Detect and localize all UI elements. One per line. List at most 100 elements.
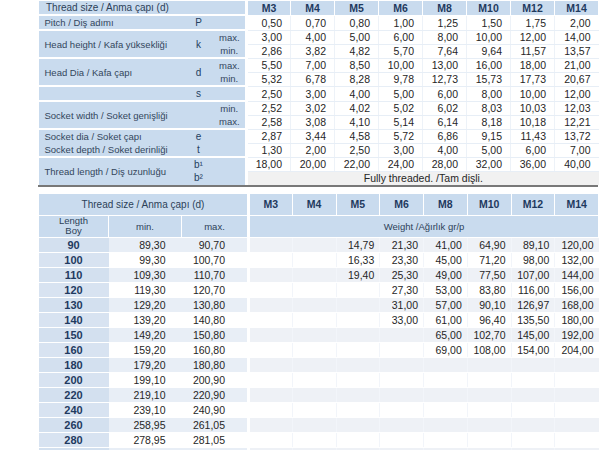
value-cell: 12,00 bbox=[555, 86, 599, 101]
value-cell: 21,00 bbox=[555, 58, 599, 72]
min-cell: 159,20 bbox=[109, 342, 182, 357]
value-cell: 2,00 bbox=[555, 15, 599, 30]
weight-cell-m8 bbox=[424, 417, 468, 432]
value-cell: 11,57 bbox=[511, 44, 555, 58]
weight-cell-m4 bbox=[292, 312, 336, 327]
socket-dia-symbol: e bbox=[184, 129, 214, 143]
weight-cell-m12: 145,00 bbox=[511, 327, 555, 342]
col-header-m3: M3 bbox=[247, 1, 291, 16]
min-sub-label: min. bbox=[214, 72, 247, 86]
weight-cell-m12: 154,00 bbox=[511, 342, 555, 357]
weight-cell-m10 bbox=[467, 417, 511, 432]
value-cell: 3,44 bbox=[291, 129, 335, 143]
value-cell: 12,00 bbox=[511, 30, 555, 44]
max-header: max. bbox=[182, 215, 249, 237]
across-flats-symbol: s bbox=[184, 86, 214, 101]
value-cell: 6,78 bbox=[291, 72, 335, 86]
weight-cell-m4 bbox=[292, 282, 336, 297]
spec-table-title: Thread size / Anma çapı (d) bbox=[39, 1, 247, 16]
weight-cell-m3 bbox=[249, 402, 293, 417]
value-cell: 10,00 bbox=[379, 58, 423, 72]
value-cell: 1,00 bbox=[379, 15, 423, 30]
weight-cell-m6: 31,00 bbox=[380, 297, 424, 312]
fully-threaded-note: Fully threaded. /Tam dişli. bbox=[247, 171, 599, 185]
weight-cell-m14 bbox=[555, 387, 599, 402]
length-cell: 140 bbox=[39, 312, 109, 327]
length-cell: 150 bbox=[39, 327, 109, 342]
col-header-m5: M5 bbox=[335, 1, 379, 16]
socket-depth-symbol: t bbox=[184, 143, 214, 157]
pitch-sub bbox=[214, 15, 247, 30]
weight-cell-m14: 120,00 bbox=[555, 237, 599, 252]
weight-cell-m4 bbox=[292, 372, 336, 387]
value-cell: 5,70 bbox=[379, 44, 423, 58]
min-cell: 109,30 bbox=[109, 267, 182, 282]
value-cell: 28,00 bbox=[423, 157, 467, 171]
weight-cell-m10: 108,00 bbox=[467, 342, 511, 357]
min-cell: 149,20 bbox=[109, 327, 182, 342]
weight-cell-m3 bbox=[249, 357, 293, 372]
weight-cell-m12 bbox=[511, 372, 555, 387]
min-cell: 119,30 bbox=[109, 282, 182, 297]
weight-cell-m5 bbox=[336, 402, 380, 417]
value-cell: 20,67 bbox=[555, 72, 599, 86]
weight-header: Weight /Ağırlık gr/p bbox=[249, 215, 599, 237]
length-cell: 120 bbox=[39, 282, 109, 297]
weight-cell-m5 bbox=[336, 282, 380, 297]
weight-cell-m4 bbox=[292, 267, 336, 282]
socket-depth-label: Socket depth / Soket derinliği bbox=[39, 143, 184, 157]
col-header-m4: M4 bbox=[292, 193, 336, 215]
spec-row-thread-length-b1: Thread length / Diş uzunluğu b¹ 18,0020,… bbox=[39, 157, 599, 171]
weight-cell-m14: 168,00 bbox=[555, 297, 599, 312]
weight-header-row-1: Thread size / Anma çapı (d) M3 M4 M5 M6 … bbox=[39, 193, 599, 215]
weight-cell-m5 bbox=[336, 342, 380, 357]
value-cell: 3,82 bbox=[291, 44, 335, 58]
value-cell: 5,32 bbox=[247, 72, 291, 86]
weight-cell-m12 bbox=[511, 402, 555, 417]
value-cell: 36,00 bbox=[511, 157, 555, 171]
value-cell: 20,00 bbox=[291, 157, 335, 171]
weight-cell-m8: 53,00 bbox=[424, 282, 468, 297]
weight-cell-m3 bbox=[249, 297, 293, 312]
weight-cell-m4 bbox=[292, 297, 336, 312]
weight-cell-m12: 135,50 bbox=[511, 312, 555, 327]
thread-length-label: Thread length / Diş uzunluğu bbox=[39, 157, 184, 185]
weight-cell-m3 bbox=[249, 432, 293, 447]
max-cell: 160,80 bbox=[182, 342, 249, 357]
value-cell: 2,00 bbox=[291, 143, 335, 157]
weight-cell-m5 bbox=[336, 312, 380, 327]
length-row: 150 149,20 150,80 65,00 102,70 145,00 19… bbox=[39, 327, 599, 342]
value-cell: 0,50 bbox=[247, 15, 291, 30]
col-header-m6: M6 bbox=[379, 1, 423, 16]
weight-cell-m3 bbox=[249, 342, 293, 357]
weight-cell-m10: 77,50 bbox=[467, 267, 511, 282]
socket-dia-label: Socket dia / Soket çapı bbox=[39, 129, 184, 143]
weight-cell-m6 bbox=[380, 372, 424, 387]
value-cell: 8,03 bbox=[467, 101, 511, 115]
value-cell: 16,00 bbox=[467, 58, 511, 72]
b2-sub bbox=[214, 171, 247, 185]
value-cell: 12,21 bbox=[555, 115, 599, 129]
length-row: 100 99,30 100,70 16,33 23,30 45,00 71,20… bbox=[39, 252, 599, 267]
value-cell: 6,86 bbox=[423, 129, 467, 143]
max-cell: 100,70 bbox=[182, 252, 249, 267]
value-cell: 40,00 bbox=[555, 157, 599, 171]
col-header-m5: M5 bbox=[336, 193, 380, 215]
weight-cell-m5 bbox=[336, 417, 380, 432]
head-height-symbol: k bbox=[184, 30, 214, 58]
weight-cell-m14 bbox=[555, 372, 599, 387]
value-cell: 3,08 bbox=[291, 115, 335, 129]
value-cell: 3,00 bbox=[247, 30, 291, 44]
value-cell: 5,50 bbox=[247, 58, 291, 72]
weight-cell-m12: 116,00 bbox=[511, 282, 555, 297]
length-row: 200 199,10 200,90 bbox=[39, 372, 599, 387]
weight-cell-m12 bbox=[511, 357, 555, 372]
col-header-m8: M8 bbox=[424, 193, 468, 215]
weight-cell-m10: 83,80 bbox=[467, 282, 511, 297]
weight-cell-m14: 192,00 bbox=[555, 327, 599, 342]
value-cell: 24,00 bbox=[379, 157, 423, 171]
length-cell: 110 bbox=[39, 267, 109, 282]
weight-cell-m4 bbox=[292, 402, 336, 417]
weight-cell-m12: 98,00 bbox=[511, 252, 555, 267]
min-cell: 179,20 bbox=[109, 357, 182, 372]
